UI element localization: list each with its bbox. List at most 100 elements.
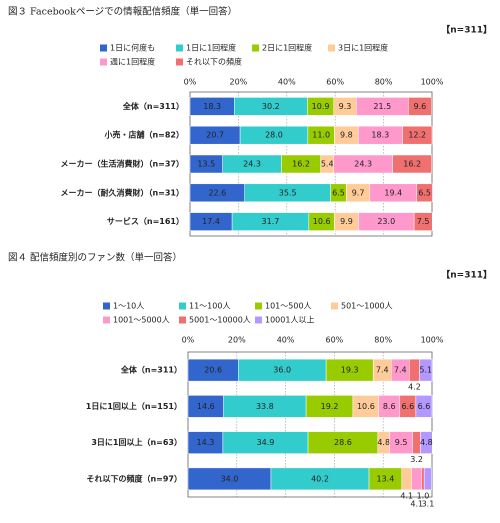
value-label: 22.6 [208,188,226,197]
legend-swatch [100,44,107,52]
legend-label: 10001人以上 [265,316,314,325]
value-label: 36.0 [273,366,291,375]
legend-swatch [179,316,186,324]
category-label: それ以下の頻度（n=97） [86,473,182,483]
legend-label: 3日に1回程度 [338,43,388,53]
value-label: 7.5 [417,217,430,226]
value-label: 23.0 [377,217,395,226]
value-label: 6.5 [332,188,345,197]
value-label: 16.2 [403,160,421,169]
legend-swatch [255,302,262,310]
x-tick-label: 40% [278,78,296,87]
x-tick-label: 100% [421,78,444,87]
legend-swatch [100,58,107,66]
bar-segment [411,467,423,491]
value-label: 17.4 [202,217,220,226]
value-label: 9.7 [352,188,365,197]
value-label: 4.1 [400,491,413,500]
value-label: 3.1 [422,499,435,508]
value-label: 30.2 [262,102,280,111]
bar-segment [409,358,420,382]
value-label: 9.3 [339,102,352,111]
value-label: 4.1 [410,499,423,508]
value-label: 7.4 [394,366,407,375]
legend-label: 1～10人 [113,302,144,311]
bar-segment [421,467,425,491]
value-label: 14.3 [197,438,215,447]
category-label: サービス（n=161） [107,216,184,226]
legend-swatch [176,44,183,52]
value-label: 8.6 [383,402,396,411]
legend-swatch [179,302,186,310]
value-label: 5.4 [321,160,334,169]
value-label: 6.6 [418,402,431,411]
legend-swatch [252,44,259,52]
bar-segment [419,358,433,382]
legend-label: 5001～10000人 [189,316,251,325]
value-label: 21.5 [373,102,391,111]
value-label: 40.2 [311,474,329,483]
category-label: メーカー（生活消費財）（n=37） [60,159,184,169]
value-label: 9.5 [395,438,408,447]
value-label: 28.0 [265,131,283,140]
value-label: 12.2 [408,131,426,140]
bar-segment [401,467,412,491]
chart-title: 図４ 配信頻度別のファン数（単一回答） [8,252,182,264]
value-label: 33.8 [256,402,274,411]
category-label: 1日に1回以上（n=151） [86,401,182,411]
x-tick-label: 20% [230,78,248,87]
chart-title: 図３ Facebookページでの情報配信頻度（単一回答） [8,6,237,18]
value-label: 14.6 [197,402,215,411]
legend-label: 週に1回程度 [110,57,155,67]
value-label: 10.9 [312,102,330,111]
x-tick-label: 100% [421,336,444,345]
bar-segment [423,467,433,491]
category-label: メーカー（耐久消費財）（n=31） [60,187,184,197]
legend-swatch [331,302,338,310]
x-tick-label: 0% [182,336,195,345]
value-label: 28.6 [334,438,352,447]
value-label: 1.0 [417,491,430,500]
x-tick-label: 20% [228,336,246,345]
legend-swatch [328,44,335,52]
value-label: 13.4 [376,474,394,483]
value-label: 7.4 [376,366,389,375]
plot-frame [187,351,433,498]
legend-label: 101～500人 [265,302,312,311]
value-label: 9.9 [340,217,353,226]
chart-note: 【n=311】 [441,25,492,36]
value-label: 16.2 [292,160,310,169]
value-label: 4.8 [420,438,433,447]
legend-label: それ以下の頻度 [186,57,242,67]
value-label: 4.2 [408,383,421,392]
value-label: 24.3 [243,160,261,169]
value-label: 5.1 [419,366,432,375]
legend-swatch [255,316,262,324]
value-label: 31.7 [262,217,280,226]
legend-swatch [176,58,183,66]
bar-segment [416,183,433,203]
value-label: 34.0 [221,474,239,483]
value-label: 9.6 [414,102,427,111]
value-label: 6.6 [401,402,414,411]
value-label: 19.2 [321,402,339,411]
value-label: 9.8 [340,131,353,140]
value-label: 4.8 [377,438,390,447]
value-label: 19.4 [384,188,402,197]
value-label: 19.3 [341,366,359,375]
legend-label: 1日に1回程度 [186,43,236,53]
category-label: 全体（n=311） [122,101,184,111]
value-label: 34.9 [257,438,275,447]
x-tick-label: 40% [277,336,295,345]
category-label: 3日に1回以上（n=63） [91,437,182,447]
value-label: 13.5 [197,160,215,169]
category-label: 小売・店舗（n=82） [103,130,184,140]
value-label: 10.6 [357,402,375,411]
x-tick-label: 0% [184,78,197,87]
bar-segment [415,395,433,418]
x-tick-label: 80% [375,78,393,87]
category-label: 全体（n=311） [120,365,182,375]
value-label: 11.0 [312,131,330,140]
bar-segment [408,97,432,116]
